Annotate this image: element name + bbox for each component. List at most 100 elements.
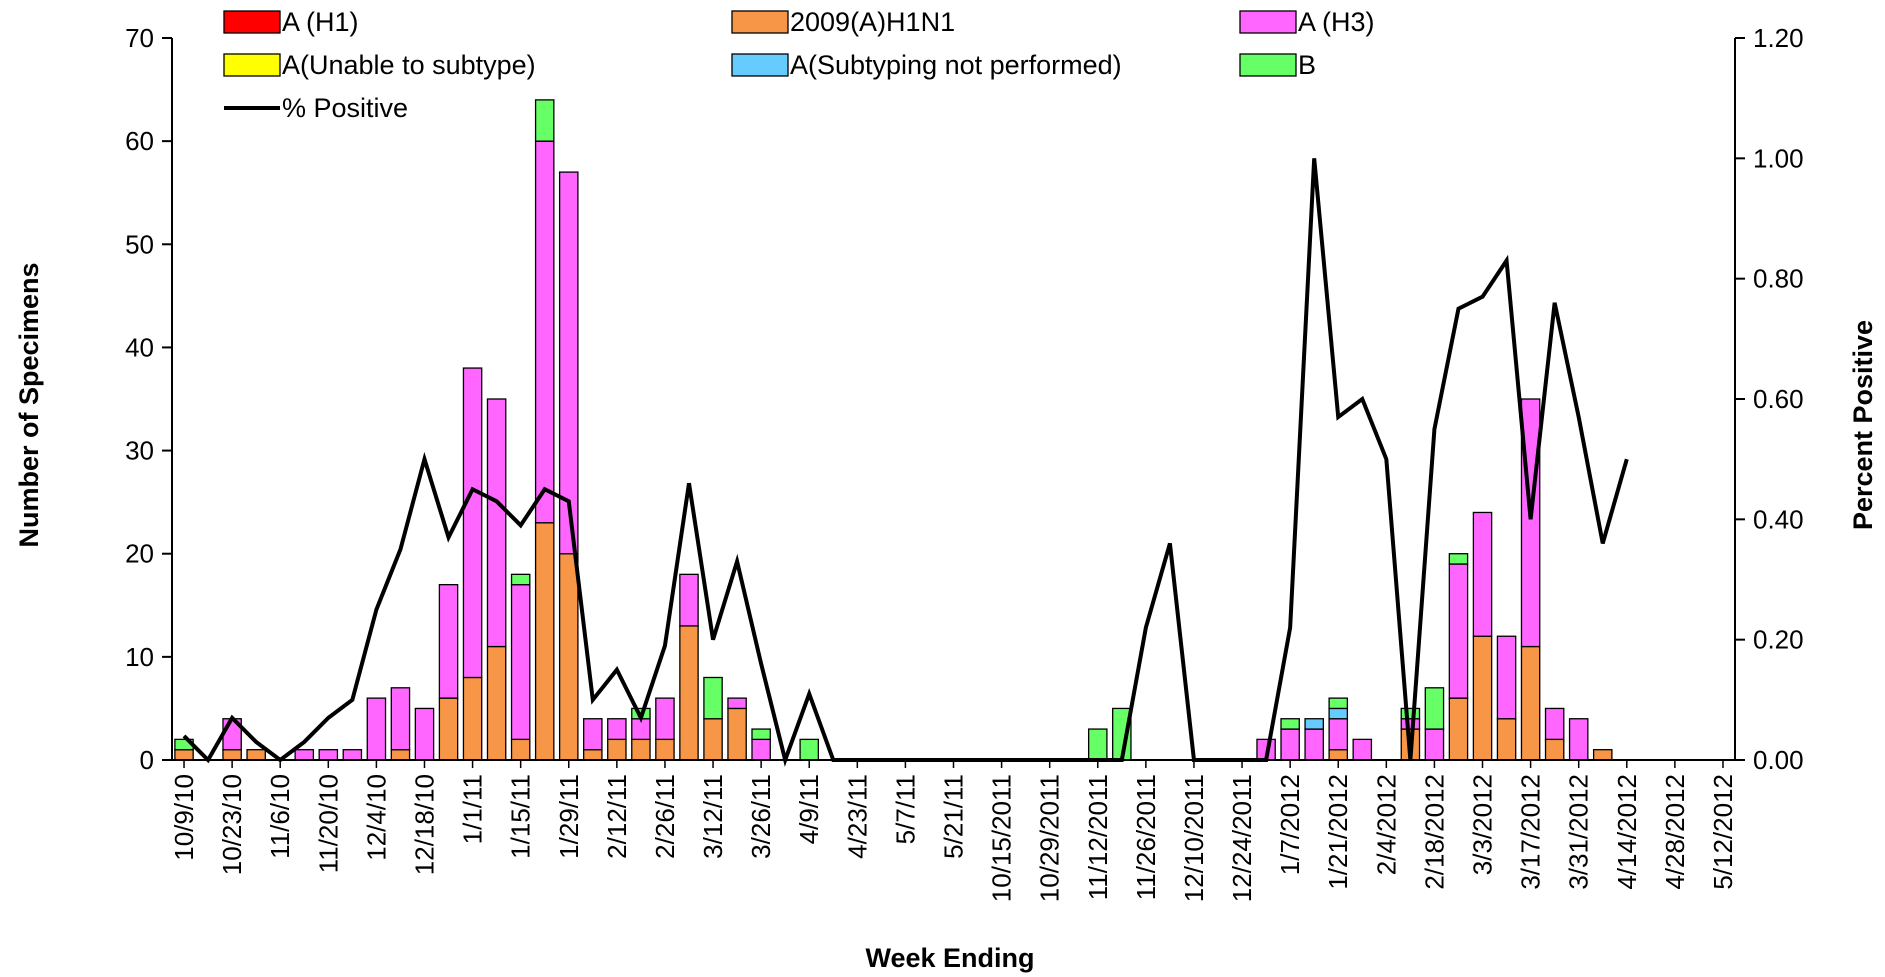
bar-segment (1472, 635, 1493, 761)
bar-segment (1448, 697, 1469, 761)
x-tick-label: 2/26/11 (650, 774, 680, 859)
x-tick-label: 1/15/11 (506, 774, 536, 859)
y-tick-label: 10 (125, 642, 154, 672)
y-axis-title: Number of Specimens (14, 262, 44, 547)
bar-segment (510, 584, 531, 741)
bar-segment (1328, 697, 1349, 710)
bar-segment (655, 697, 675, 741)
bar-segment (510, 573, 531, 586)
bar-segment (390, 687, 411, 751)
x-tick-label: 3/17/2012 (1516, 774, 1546, 890)
bar-segment (1496, 718, 1517, 761)
bar-segment (174, 749, 194, 761)
legend-label: B (1298, 50, 1316, 80)
y-tick-label: 50 (125, 229, 154, 259)
bar-segment (751, 728, 771, 741)
legend: A (H1) 2009(A)H1N1 A (H3) A(Unable to subty… (223, 7, 1375, 123)
bar-segment (510, 738, 531, 761)
y2-axis-title: Percent Positive (1848, 320, 1878, 530)
x-tick-label: 10/9/10 (169, 774, 199, 861)
bar-segment (462, 367, 483, 679)
bar-segment (751, 738, 771, 761)
bar-segment (438, 584, 459, 699)
bar-segment (1304, 718, 1324, 730)
x-tick-label: 3/3/2012 (1468, 774, 1498, 875)
bar-segment (583, 718, 603, 751)
stacked-bars (174, 99, 1613, 761)
bar-segment (1544, 707, 1565, 741)
left-axis-ticks: 0 10 20 30 40 50 60 70 (125, 23, 172, 775)
bar-segment (1352, 738, 1373, 761)
legend-label: A (H3) (1298, 7, 1375, 37)
bar-segment (1304, 728, 1324, 761)
legend-swatch (731, 10, 789, 34)
bar-segment (1592, 749, 1613, 761)
legend-label: % Positive (282, 93, 408, 123)
bar-segment (1400, 707, 1421, 720)
x-tick-label: 4/14/2012 (1612, 774, 1642, 890)
bar-segment (558, 171, 579, 555)
x-tick-label: 11/26/2011 (1131, 774, 1161, 900)
x-tick-label: 4/23/11 (842, 774, 872, 859)
percent-positive-line (182, 158, 1629, 767)
legend-label: A(Subtyping not performed) (790, 50, 1122, 80)
y-tick-label: 60 (125, 126, 154, 156)
legend-swatch (223, 10, 281, 34)
bar-segment (655, 738, 675, 761)
y-tick-label: 0 (140, 745, 154, 775)
y2-tick-label: 0.80 (1753, 264, 1804, 294)
legend-label: 2009(A)H1N1 (790, 7, 955, 37)
bar-segment (534, 99, 555, 142)
x-tick-label: 12/10/2011 (1179, 774, 1209, 902)
bar-segment (390, 749, 411, 761)
bar-segment (727, 707, 747, 761)
legend-swatch (223, 53, 281, 77)
bar-segment (486, 645, 507, 761)
bar-segment (703, 676, 723, 720)
x-axis-title: Week Ending (865, 943, 1034, 973)
bar-segment (727, 697, 747, 710)
bar-segment (679, 573, 699, 627)
x-tick-label: 12/24/2011 (1227, 774, 1257, 902)
bar-segment (1472, 511, 1493, 637)
x-tick-label: 4/9/11 (794, 774, 824, 844)
x-tick-label: 11/12/2011 (1083, 774, 1113, 900)
bar-segment (1280, 718, 1300, 730)
bar-segment (1544, 738, 1565, 761)
bar-segment (246, 749, 266, 761)
right-axis-ticks: 0.00 0.20 0.40 0.60 0.80 1.00 1.20 (1735, 23, 1804, 775)
bar-segment (366, 697, 387, 761)
bar-segment (1448, 563, 1469, 699)
bar-segment (294, 749, 315, 761)
x-tick-label: 1/29/11 (554, 774, 584, 859)
bar-segment (1520, 645, 1541, 761)
x-tick-label: 2/18/2012 (1419, 774, 1449, 890)
legend-label: A(Unable to subtype) (282, 50, 536, 80)
x-tick-label: 2/12/11 (602, 774, 632, 859)
x-tick-label: 10/29/2011 (1035, 774, 1065, 902)
bar-segment (462, 676, 483, 761)
y-tick-label: 70 (125, 23, 154, 53)
bar-segment (1280, 728, 1300, 761)
y2-tick-label: 0.60 (1753, 384, 1804, 414)
bar-segment (607, 718, 627, 741)
x-tick-label: 5/12/2012 (1708, 774, 1738, 890)
x-tick-label: 2/4/2012 (1371, 774, 1401, 875)
x-tick-label: 4/28/2012 (1660, 774, 1690, 890)
bar-segment (1424, 687, 1445, 730)
legend-swatch (1239, 53, 1297, 77)
bar-segment (342, 749, 363, 761)
x-tick-label: 10/23/10 (217, 774, 247, 875)
legend-swatch (731, 53, 789, 77)
bar-segment (1087, 728, 1108, 761)
y-tick-label: 30 (125, 436, 154, 466)
bar-segment (1496, 635, 1517, 720)
y2-tick-label: 0.20 (1753, 625, 1804, 655)
x-tick-label: 3/31/2012 (1564, 774, 1594, 890)
x-tick-label: 1/21/2012 (1323, 774, 1353, 890)
x-tick-label: 3/12/11 (698, 774, 728, 859)
x-tick-label: 12/4/10 (361, 774, 391, 861)
bar-segment (414, 707, 435, 761)
bar-segment (1568, 718, 1589, 761)
